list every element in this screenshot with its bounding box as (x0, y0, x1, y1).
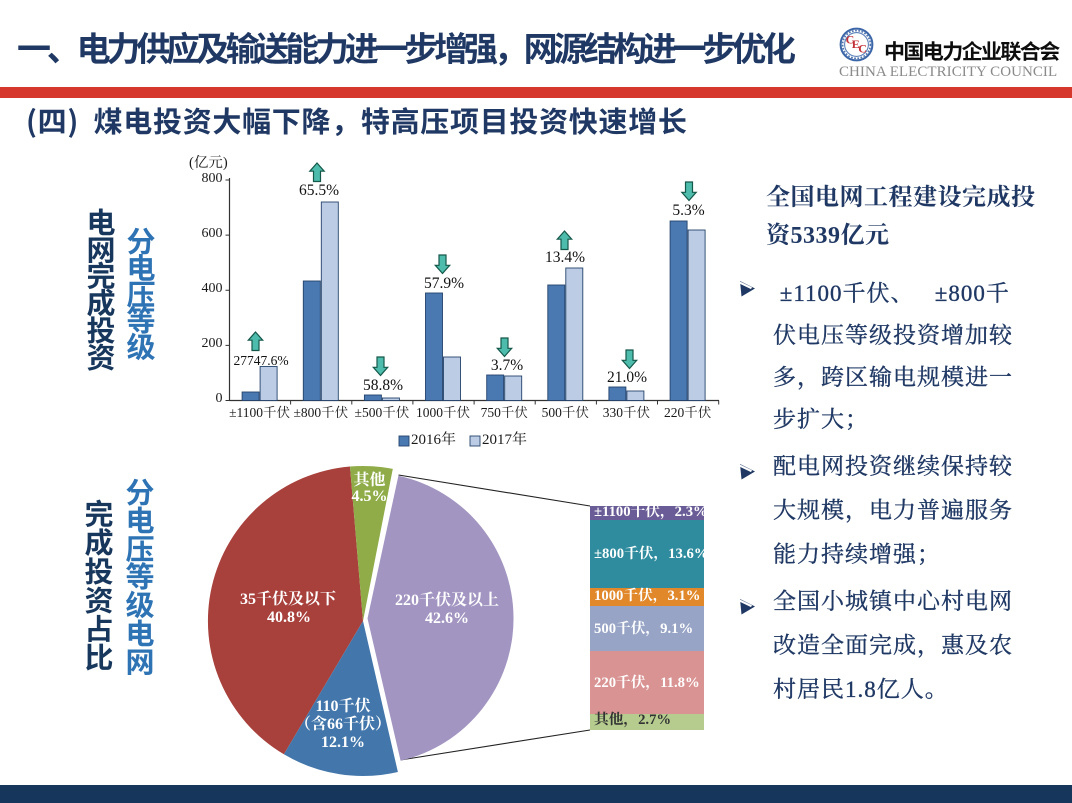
svg-text:C: C (846, 33, 855, 47)
svg-text:C: C (858, 42, 867, 56)
svg-text:E: E (852, 37, 860, 51)
